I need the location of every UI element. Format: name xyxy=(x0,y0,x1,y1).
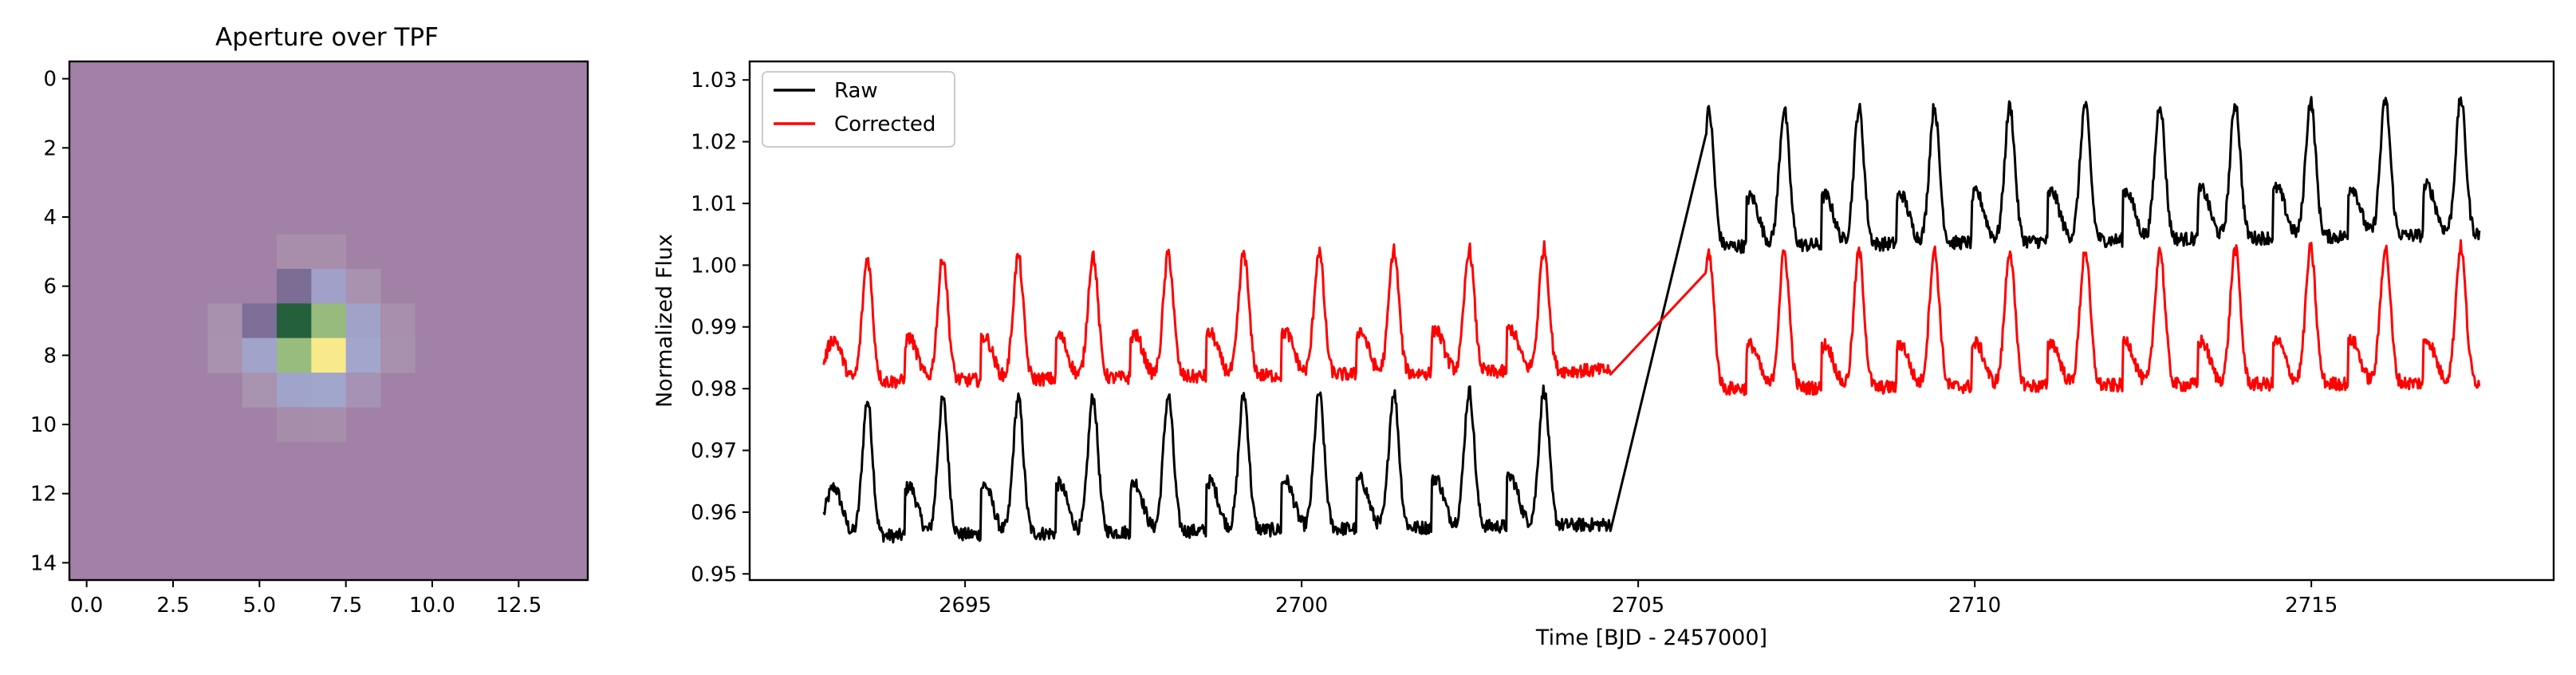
heatmap-cell xyxy=(345,303,381,339)
heatmap-cell xyxy=(311,269,347,304)
lightcurve-x-ticks: 2695 2700 2705 2710 2715 xyxy=(939,580,2338,618)
heatmap-y-tick-label: 6 xyxy=(43,275,57,299)
lightcurve-y-tick-label: 0.97 xyxy=(691,440,737,464)
heatmap-y-tick-label: 2 xyxy=(43,136,57,160)
heatmap-cell xyxy=(277,303,312,339)
series-raw-line xyxy=(822,96,2481,544)
lightcurve-panel: 2695 2700 2705 2710 2715 0.950.960.970.980.9… xyxy=(652,60,2555,650)
heatmap-y-tick-label: 4 xyxy=(43,206,57,230)
lightcurve-y-tick-label: 0.95 xyxy=(691,562,737,586)
legend: Raw Corrected xyxy=(762,71,955,148)
heatmap-cell xyxy=(207,338,243,373)
lightcurve-x-tick-label: 2700 xyxy=(1275,594,1328,618)
legend-raw-label: Raw xyxy=(834,79,878,103)
lightcurve-y-tick-label: 1.00 xyxy=(691,254,737,278)
heatmap-cell xyxy=(345,338,381,373)
heatmap-cell xyxy=(311,303,347,339)
heatmap-frame xyxy=(68,60,589,582)
heatmap-y-tick-label: 12 xyxy=(30,483,57,507)
heatmap-cell xyxy=(277,407,312,443)
heatmap-cell xyxy=(277,338,312,373)
legend-corrected-label: Corrected xyxy=(834,112,935,136)
aperture-title: Aperture over TPF xyxy=(215,23,439,52)
heatmap-y-tick-label: 0 xyxy=(43,68,57,92)
lightcurve-x-tick-label: 2705 xyxy=(1612,594,1664,618)
heatmap-cell xyxy=(207,303,243,339)
lightcurve-y-tick-label: 1.02 xyxy=(691,131,737,155)
x-axis-label: Time [BJD - 2457000] xyxy=(1535,626,1767,650)
lightcurve-y-ticks: 0.95 0.96 0.97 0.98 0.99 1.00 1.01 1.02 1.03 xyxy=(691,69,750,586)
heatmap-x-tick-label: 0.0 xyxy=(70,594,103,618)
heatmap-y-ticks: 0 2 4 6 8 10 12 14 xyxy=(30,68,69,575)
lightcurve-y-tick-label: 0.98 xyxy=(691,377,737,401)
heatmap-y-tick-label: 8 xyxy=(43,344,57,368)
heatmap-cell xyxy=(242,373,278,408)
heatmap-cell xyxy=(311,373,347,408)
lightcurve-frame xyxy=(748,60,2555,582)
heatmap-cell xyxy=(380,338,416,373)
heatmap-cell xyxy=(345,373,381,408)
heatmap-cell xyxy=(242,338,278,373)
lightcurve-plot-area xyxy=(822,96,2481,544)
heatmap-x-ticks: 0.0 2.5 5.0 7.5 10.0 12.5 xyxy=(70,580,542,618)
lightcurve-x-tick-label: 2715 xyxy=(2285,594,2338,618)
heatmap-cell xyxy=(277,269,312,304)
heatmap-x-tick-label: 5.0 xyxy=(243,594,276,618)
heatmap-x-tick-label: 2.5 xyxy=(156,594,189,618)
y-axis-label: Normalized Flux xyxy=(652,234,677,408)
heatmap-cell xyxy=(242,303,278,339)
aperture-panel: Aperture over TPF 0.0 2.5 5.0 7.5 10.0 12.5 0… xyxy=(30,23,589,618)
lightcurve-y-tick-label: 1.01 xyxy=(691,192,737,216)
lightcurve-y-tick-label: 0.99 xyxy=(691,316,737,340)
heatmap-cell xyxy=(311,407,347,443)
heatmap-y-tick-label: 14 xyxy=(30,551,57,575)
lightcurve-y-tick-label: 0.96 xyxy=(691,501,737,525)
heatmap-cell xyxy=(277,373,312,408)
lightcurve-y-tick-label: 1.03 xyxy=(691,69,737,93)
heatmap-cell xyxy=(311,234,347,270)
heatmap-y-tick-label: 10 xyxy=(30,413,57,437)
heatmap-cell xyxy=(311,338,347,373)
lightcurve-x-tick-label: 2710 xyxy=(1948,594,2001,618)
heatmap-cells xyxy=(207,234,416,443)
heatmap-x-tick-label: 7.5 xyxy=(329,594,362,618)
heatmap-cell xyxy=(345,269,381,304)
heatmap-x-tick-label: 10.0 xyxy=(409,594,455,618)
heatmap-x-tick-label: 12.5 xyxy=(495,594,542,618)
series-corrected-line xyxy=(822,239,2481,397)
lightcurve-x-tick-label: 2695 xyxy=(939,594,991,618)
heatmap-cell xyxy=(277,234,312,270)
heatmap-cell xyxy=(380,303,416,339)
